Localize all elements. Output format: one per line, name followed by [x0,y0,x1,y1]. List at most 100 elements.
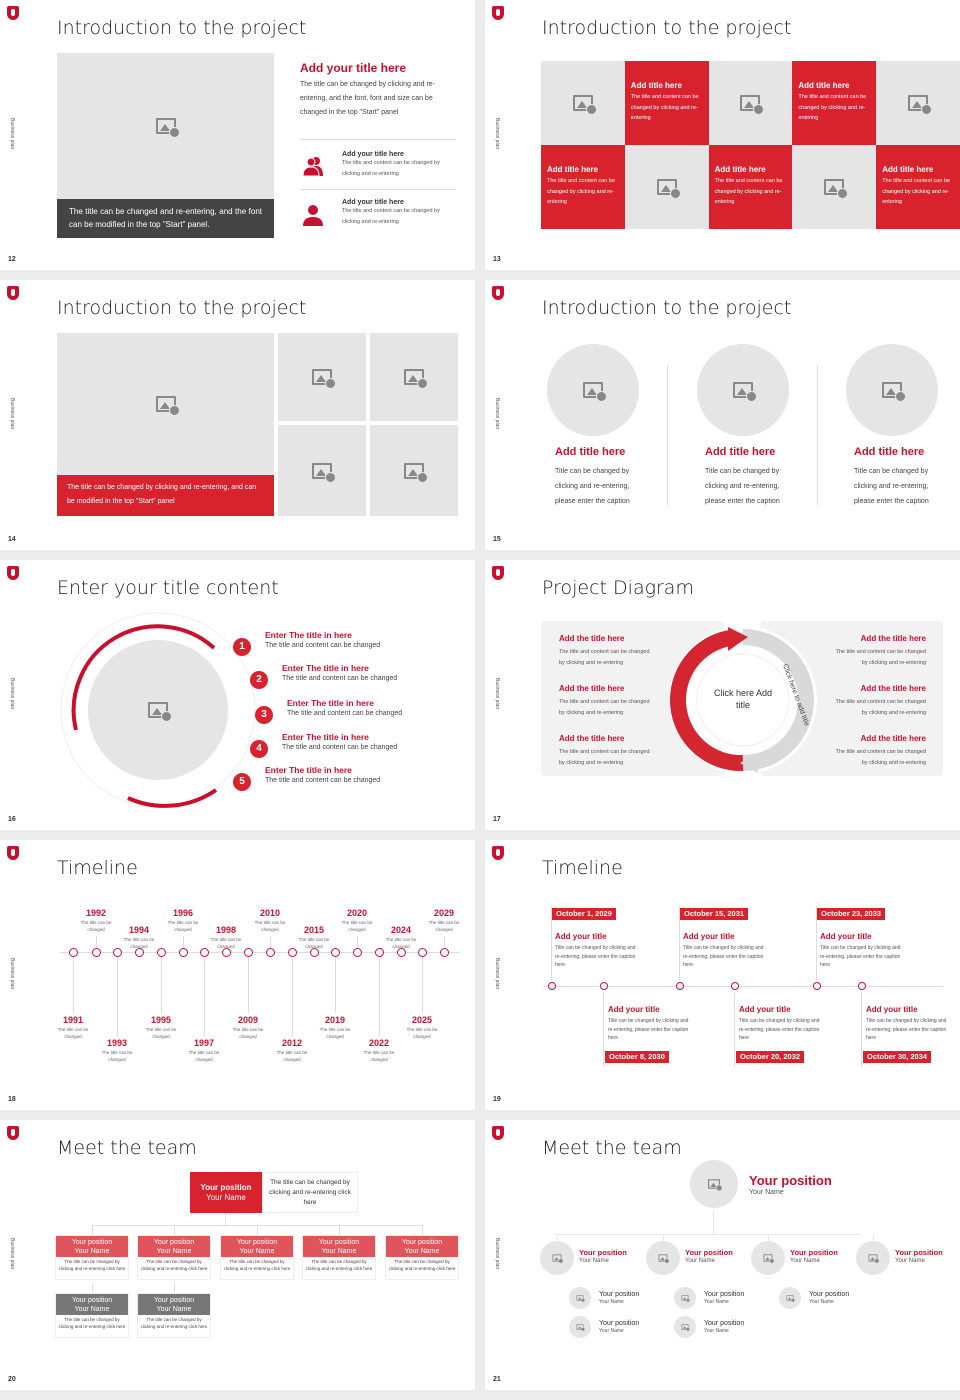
avatar[interactable] [569,1287,591,1309]
image-placeholder[interactable] [624,145,709,229]
timeline-dot[interactable] [135,948,144,957]
timeline-dot[interactable] [266,948,275,957]
timeline-dot[interactable] [676,982,684,990]
timeline-dot[interactable] [375,948,384,957]
image-placeholder[interactable] [370,333,458,421]
timeline-dot[interactable] [331,948,340,957]
image-placeholder[interactable] [846,344,938,436]
image-icon [312,369,336,389]
timeline-dot[interactable] [440,948,449,957]
card-header: Your position Your Name [386,1236,458,1257]
image-icon [882,382,906,402]
slide-15[interactable]: Business plan 15 Introduction to the pro… [485,280,960,550]
slide-13[interactable]: Business plan 13 Introduction to the pro… [485,0,960,270]
team-card[interactable]: Your position Your Name The title can be c… [385,1235,459,1280]
timeline-dot[interactable] [92,948,101,957]
item-title: Add your title [683,932,735,941]
item-body: The title and content can be changed by … [835,649,926,666]
slide-18[interactable]: Business plan 18 Timeline 1991 The title … [0,840,475,1110]
timeline-dot[interactable] [69,948,78,957]
slide-16[interactable]: Business plan 16 Enter your title conten… [0,560,475,830]
image-placeholder[interactable] [370,425,458,516]
title-card[interactable]: Add title here The title and content can … [541,145,625,229]
team-card[interactable]: Your position Your Name The title can be c… [55,1293,129,1338]
image-placeholder[interactable] [88,640,228,780]
connector [551,906,552,980]
timeline-dot[interactable] [813,982,821,990]
timeline-dot[interactable] [310,948,319,957]
connector [339,1225,340,1235]
center-title[interactable]: Click here Add title [713,688,773,710]
image-placeholder[interactable] [547,344,639,436]
divider [667,365,668,505]
timeline-dot[interactable] [288,948,297,957]
timeline-dot[interactable] [858,982,866,990]
timeline-dot[interactable] [200,948,209,957]
image-placeholder[interactable] [541,61,625,145]
image-placeholder[interactable] [278,425,366,516]
slide-21[interactable]: Business plan 21 Meet the team Your posi… [485,1120,960,1390]
year-caption: The title can be changed [298,937,330,949]
timeline-dot[interactable] [244,948,253,957]
image-placeholder[interactable] [697,344,789,436]
year-caption: The title can be changed [363,1050,395,1062]
slide-20[interactable]: Business plan 20 Meet the team Your posi… [0,1120,475,1390]
avatar[interactable] [674,1287,696,1309]
slide-title: Introduction to the project [57,297,307,319]
image-icon [681,1295,690,1303]
connector [861,992,862,1067]
slide-12[interactable]: Business plan 12 Introduction to the pro… [0,0,475,270]
timeline-dot[interactable] [157,948,166,957]
timeline-dot[interactable] [731,982,739,990]
slide-19[interactable]: Business plan 19 Timeline October 1, 202… [485,840,960,1110]
timeline-dot[interactable] [353,948,362,957]
avatar[interactable] [674,1316,696,1338]
avatar[interactable] [779,1287,801,1309]
image-placeholder[interactable] [278,333,366,421]
team-card[interactable]: Your position Your Name The title can be c… [137,1235,211,1280]
avatar[interactable] [751,1241,785,1275]
avatar[interactable] [856,1241,890,1275]
team-card[interactable]: Your position Your Name The title can be c… [220,1235,294,1280]
connector [204,957,205,1036]
slide-17[interactable]: Business plan 17 Project Diagram Click h… [485,560,960,830]
member-name: Your Name [704,1299,729,1305]
slide-14[interactable]: Business plan 14 Introduction to the pro… [0,280,475,550]
avatar[interactable] [646,1241,680,1275]
page-number: 18 [8,1096,16,1103]
timeline-dot[interactable] [600,982,608,990]
image-placeholder[interactable] [57,53,274,199]
title-card[interactable]: Add title here The title and content can … [708,145,793,229]
side-label: Business plan [494,958,500,990]
timeline-dot[interactable] [397,948,406,957]
timeline-dot[interactable] [548,982,556,990]
timeline-dot[interactable] [179,948,188,957]
timeline-dot[interactable] [113,948,122,957]
avatar[interactable] [540,1241,574,1275]
connector [379,957,380,1036]
avatar[interactable] [569,1316,591,1338]
timeline-dot[interactable] [222,948,231,957]
image-placeholder[interactable] [57,333,274,475]
avatar[interactable] [690,1160,738,1208]
year-label: 2012 [281,1038,303,1048]
side-label: Business plan [494,118,500,150]
shield-logo [7,566,19,580]
title-card[interactable]: Add title here The title and content can … [876,145,960,229]
timeline-dot[interactable] [418,948,427,957]
connector [422,957,423,1013]
image-placeholder[interactable] [708,61,793,145]
title-card[interactable]: Add title here The title and content can … [624,61,709,145]
image-icon [312,462,336,483]
year-label: 2024 [390,925,412,935]
shield-logo [7,846,19,860]
lead-card[interactable]: Your position Your Name [190,1172,262,1213]
year-label: 1993 [106,1038,128,1048]
image-icon [576,1295,585,1303]
image-placeholder[interactable] [876,61,960,145]
image-placeholder[interactable] [792,145,877,229]
team-card[interactable]: Your position Your Name The title can be c… [137,1293,211,1338]
title-card[interactable]: Add title here The title and content can … [792,61,877,145]
team-card[interactable]: Your position Your Name The title can be c… [55,1235,129,1280]
team-card[interactable]: Your position Your Name The title can be c… [302,1235,376,1280]
